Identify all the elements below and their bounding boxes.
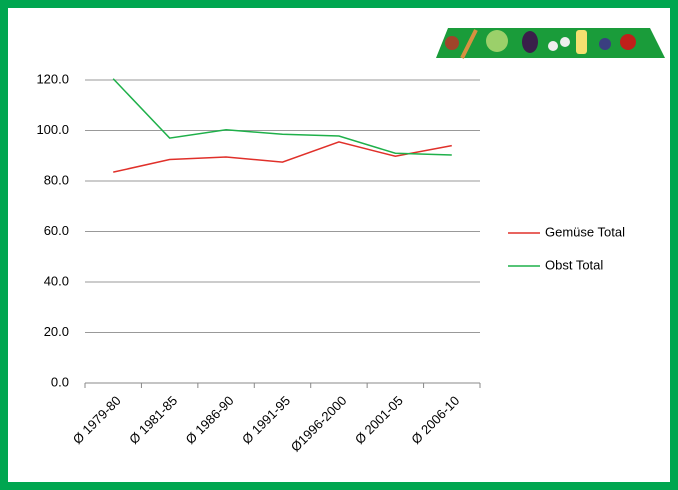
y-tick-label: 20.0 [44,324,69,339]
y-tick-label: 0.0 [51,374,69,389]
y-tick-label: 60.0 [44,223,69,238]
legend-label: Gemüse Total [545,224,625,239]
line-series [113,141,452,173]
y-tick-label: 40.0 [44,273,69,288]
line-series [112,78,452,156]
y-tick-label: 80.0 [44,172,69,187]
decoration-banner [436,28,665,59]
y-tick-label: 100.0 [36,122,69,137]
legend-label: Obst Total [545,257,603,272]
y-tick-label: 120.0 [36,71,69,86]
